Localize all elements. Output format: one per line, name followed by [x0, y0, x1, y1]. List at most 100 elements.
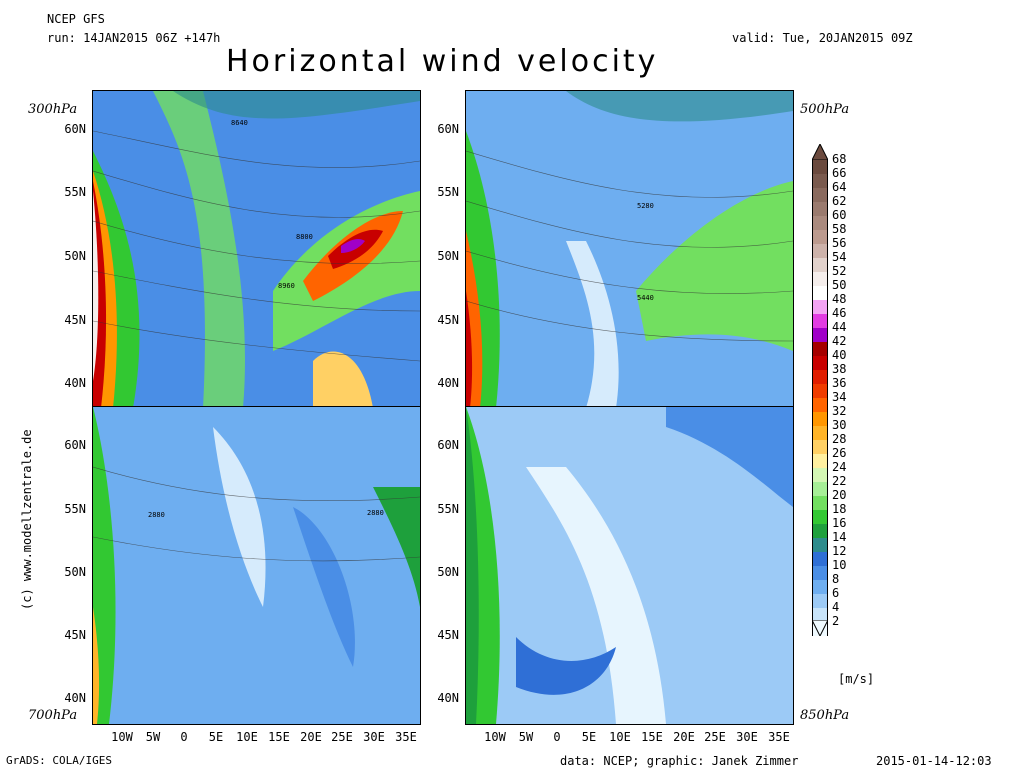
lat-label-60n-topright: 60N [437, 122, 459, 136]
colorbar-label: 48 [832, 292, 847, 306]
colorbar-unit: [m/s] [838, 672, 875, 686]
contour-label: 5440 [637, 294, 654, 302]
colorbar-label: 40 [832, 348, 847, 362]
colorbar-swatch [812, 384, 828, 398]
map-panel-500hpa: 5280 5440 [465, 90, 794, 409]
colorbar-swatch [812, 216, 828, 230]
colorbar [812, 160, 828, 636]
level-label-300: 300hPa [28, 102, 78, 117]
colorbar-swatch [812, 552, 828, 566]
valid-time: valid: Tue, 20JAN2015 09Z [732, 31, 913, 45]
colorbar-label: 32 [832, 404, 847, 418]
footer-timestamp: 2015-01-14-12:03 [876, 754, 992, 768]
colorbar-label: 30 [832, 418, 847, 432]
lon-label: 5E [581, 730, 597, 744]
colorbar-label: 18 [832, 502, 847, 516]
map-panel-700hpa: 2880 2880 [92, 406, 421, 725]
colorbar-swatch [812, 398, 828, 412]
lon-label: 20E [300, 730, 322, 744]
lon-label: 10E [236, 730, 258, 744]
colorbar-swatch [812, 230, 828, 244]
lat-label-60n-top: 60N [64, 122, 86, 136]
lon-label: 0 [180, 730, 188, 744]
colorbar-label: 52 [832, 264, 847, 278]
colorbar-label: 44 [832, 320, 847, 334]
lat-label-50n-bottomright: 50N [437, 565, 459, 579]
wind-field-300hpa: 8640 8800 8960 [93, 91, 420, 408]
colorbar-top-arrow [812, 144, 828, 160]
contour-label: 2880 [367, 509, 384, 517]
model-name: NCEP GFS [47, 12, 105, 26]
colorbar-swatch [812, 202, 828, 216]
colorbar-label: 56 [832, 236, 847, 250]
colorbar-label: 60 [832, 208, 847, 222]
colorbar-label: 10 [832, 558, 847, 572]
colorbar-label: 34 [832, 390, 847, 404]
colorbar-swatch [812, 412, 828, 426]
colorbar-swatch [812, 496, 828, 510]
colorbar-label: 36 [832, 376, 847, 390]
colorbar-label: 38 [832, 362, 847, 376]
lon-label: 20E [673, 730, 695, 744]
colorbar-swatch [812, 188, 828, 202]
colorbar-swatch [812, 300, 828, 314]
lon-label: 10W [484, 730, 506, 744]
colorbar-label: 16 [832, 516, 847, 530]
colorbar-label: 2 [832, 614, 840, 628]
lat-label-55n-bottomright: 55N [437, 502, 459, 516]
lat-label-50n-bottom: 50N [64, 565, 86, 579]
colorbar-swatch [812, 342, 828, 356]
chart-title: Horizontal wind velocity [226, 44, 659, 79]
lon-label: 15E [268, 730, 290, 744]
colorbar-label: 20 [832, 488, 847, 502]
colorbar-label: 58 [832, 222, 847, 236]
colorbar-swatch [812, 370, 828, 384]
colorbar-swatch [812, 426, 828, 440]
colorbar-label: 28 [832, 432, 847, 446]
colorbar-label: 26 [832, 446, 847, 460]
colorbar-swatch [812, 328, 828, 342]
lat-label-40n-bottomright: 40N [437, 691, 459, 705]
map-panel-300hpa: 8640 8800 8960 [92, 90, 421, 409]
lon-label: 30E [363, 730, 385, 744]
colorbar-swatch [812, 468, 828, 482]
colorbar-label: 24 [832, 460, 847, 474]
colorbar-swatch [812, 272, 828, 286]
colorbar-label: 46 [832, 306, 847, 320]
lat-label-45n-bottomright: 45N [437, 628, 459, 642]
lat-label-50n-topright: 50N [437, 249, 459, 263]
lat-label-40n-top: 40N [64, 376, 86, 390]
colorbar-label: 50 [832, 278, 847, 292]
colorbar-swatch [812, 482, 828, 496]
lat-label-45n-top: 45N [64, 313, 86, 327]
colorbar-swatch [812, 524, 828, 538]
colorbar-label: 66 [832, 166, 847, 180]
footer-software: GrADS: COLA/IGES [6, 754, 112, 767]
colorbar-swatch [812, 510, 828, 524]
lat-label-55n-bottom: 55N [64, 502, 86, 516]
colorbar-swatch [812, 538, 828, 552]
lon-label: 35E [768, 730, 790, 744]
lon-label: 10E [609, 730, 631, 744]
colorbar-swatch [812, 594, 828, 608]
colorbar-label: 14 [832, 530, 847, 544]
contour-label: 8800 [296, 233, 313, 241]
run-info: run: 14JAN2015 06Z +147h [47, 31, 221, 45]
lat-label-45n-topright: 45N [437, 313, 459, 327]
colorbar-swatch [812, 244, 828, 258]
colorbar-swatch [812, 174, 828, 188]
lon-label: 25E [704, 730, 726, 744]
lon-label: 30E [736, 730, 758, 744]
contour-label: 2880 [148, 511, 165, 519]
colorbar-swatch [812, 314, 828, 328]
colorbar-label: 54 [832, 250, 847, 264]
contour-label: 8960 [278, 282, 295, 290]
footer-source: data: NCEP; graphic: Janek Zimmer [560, 754, 799, 768]
contour-label: 8640 [231, 119, 248, 127]
site-credit: (c) www.modellzentrale.de [20, 429, 34, 610]
colorbar-swatch [812, 356, 828, 370]
lat-label-40n-bottom: 40N [64, 691, 86, 705]
colorbar-swatch [812, 160, 828, 174]
lat-label-55n-top: 55N [64, 185, 86, 199]
wind-field-700hpa: 2880 2880 [93, 407, 420, 724]
